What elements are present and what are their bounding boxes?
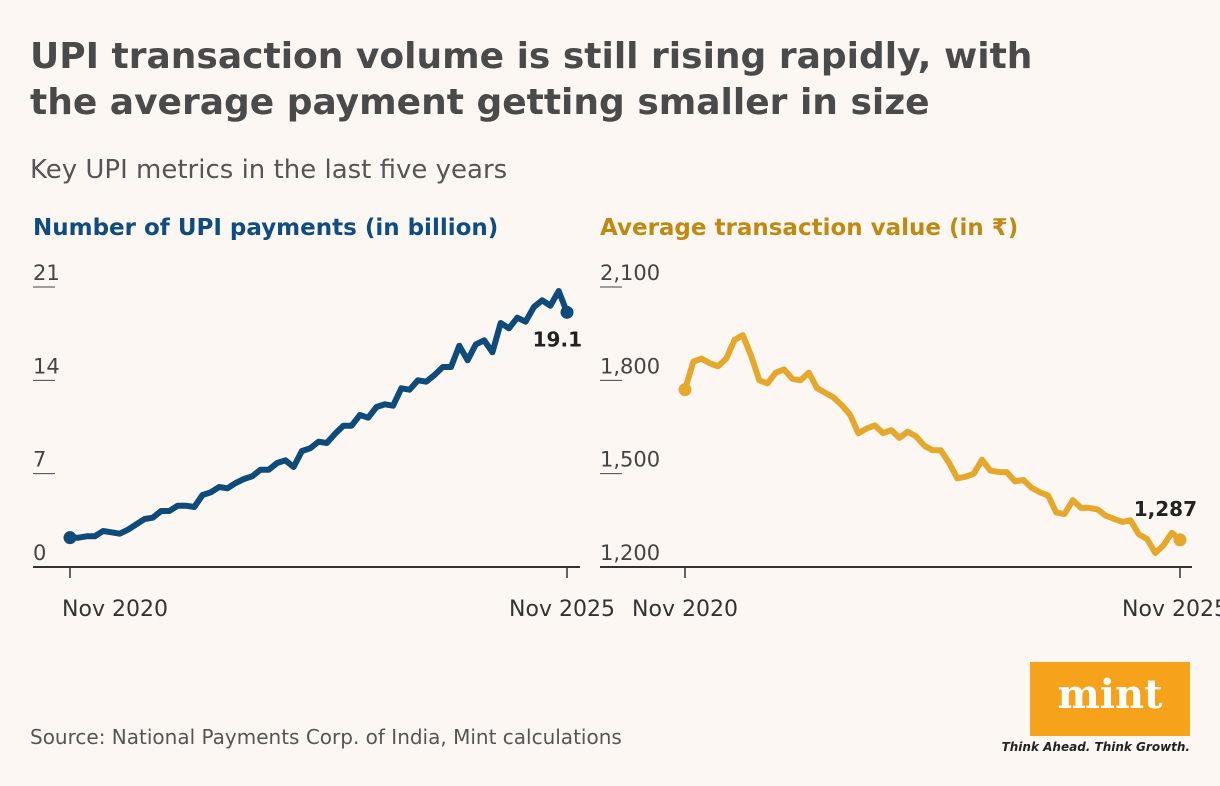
logo: mint bbox=[1057, 671, 1163, 718]
chart-title: Number of UPI payments (in billion) bbox=[33, 215, 498, 241]
end-point bbox=[678, 383, 692, 397]
data-line bbox=[682, 332, 1182, 556]
y-tick-label: 21 bbox=[33, 261, 60, 285]
logo-tagline: Think Ahead. Think Growth. bbox=[1002, 740, 1190, 754]
end-point bbox=[1173, 533, 1187, 547]
y-tick-label: 1,200 bbox=[600, 541, 660, 565]
data-line bbox=[70, 288, 570, 541]
source: Source: National Payments Corp. of India… bbox=[30, 725, 622, 749]
y-tick-label: 1,500 bbox=[600, 448, 660, 472]
x-tick-label: Nov 2025 bbox=[1122, 597, 1220, 622]
end-point bbox=[560, 305, 574, 319]
x-tick-label: Nov 2025 bbox=[509, 597, 615, 622]
title: UPI transaction volume is still rising r… bbox=[30, 36, 1032, 123]
data-label: 19.1 bbox=[533, 327, 582, 351]
x-tick-label: Nov 2020 bbox=[632, 597, 738, 622]
logo-box bbox=[1030, 662, 1190, 736]
y-tick-label: 0 bbox=[33, 541, 46, 565]
y-tick-label: 14 bbox=[33, 354, 60, 378]
chart-title: Average transaction value (in ₹) bbox=[600, 215, 1018, 241]
y-tick-label: 2,100 bbox=[600, 261, 660, 285]
end-point bbox=[63, 531, 77, 545]
y-tick-label: 7 bbox=[33, 448, 46, 472]
data-label: 1,287 bbox=[1134, 497, 1197, 521]
y-tick-label: 1,800 bbox=[600, 354, 660, 378]
subtitle: Key UPI metrics in the last five years bbox=[30, 155, 507, 185]
x-tick-label: Nov 2020 bbox=[62, 597, 168, 622]
